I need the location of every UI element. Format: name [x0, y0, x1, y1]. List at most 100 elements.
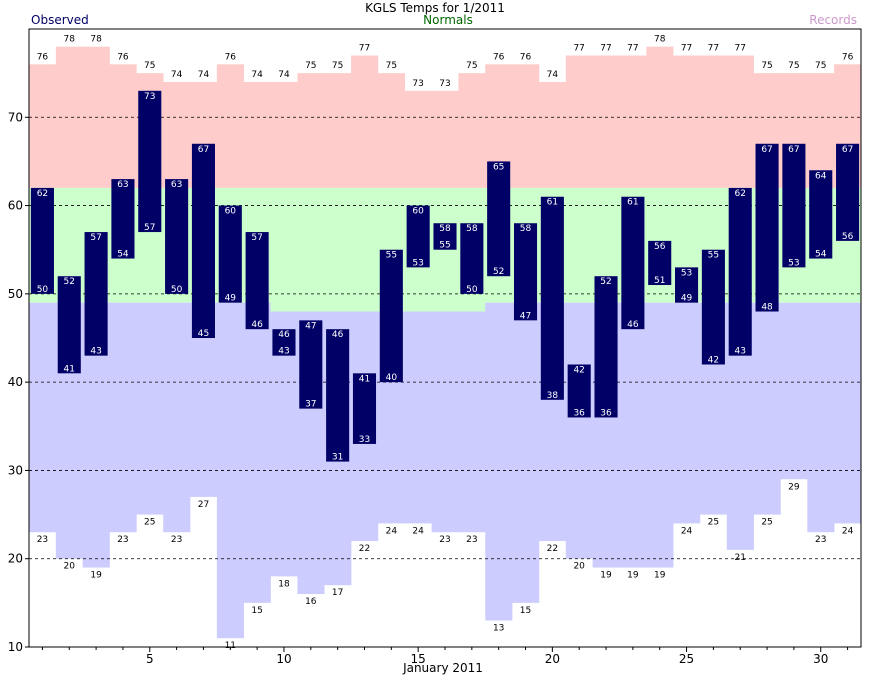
legend-records: Records — [809, 13, 857, 27]
observed-low-label-day-17: 50 — [466, 285, 478, 295]
observed-low-label-day-2: 41 — [64, 364, 75, 374]
observed-bar-day-6 — [165, 179, 189, 294]
normal-band-day-13 — [351, 187, 379, 312]
record-low-label-day-16: 23 — [439, 535, 450, 545]
record-high-band-day-17 — [458, 73, 486, 188]
record-low-band-day-30 — [807, 302, 835, 533]
observed-high-label-day-8: 60 — [225, 207, 237, 217]
record-high-label-day-19: 76 — [520, 52, 532, 62]
observed-low-label-day-5: 57 — [144, 223, 155, 233]
observed-bar-day-7 — [191, 143, 215, 338]
observed-low-label-day-3: 43 — [90, 347, 101, 357]
observed-bar-day-22 — [594, 276, 618, 418]
record-low-label-day-1: 23 — [37, 535, 48, 545]
y-tick-label-40: 40 — [8, 375, 23, 389]
x-tick-label-10: 10 — [276, 652, 291, 666]
observed-bar-day-25 — [675, 267, 699, 303]
record-low-label-day-17: 23 — [466, 535, 477, 545]
observed-bar-day-2 — [57, 276, 81, 374]
observed-bar-day-21 — [567, 364, 591, 418]
record-low-label-day-25: 24 — [681, 526, 693, 536]
observed-bar-day-24 — [648, 240, 672, 286]
observed-high-label-day-3: 57 — [90, 233, 101, 243]
record-low-band-day-31 — [834, 302, 862, 524]
record-low-label-day-31: 24 — [842, 526, 854, 536]
observed-low-label-day-13: 33 — [359, 435, 370, 445]
observed-low-label-day-27: 43 — [734, 347, 745, 357]
observed-low-label-day-4: 54 — [117, 250, 129, 260]
observed-high-label-day-24: 56 — [654, 242, 666, 252]
observed-high-label-day-11: 47 — [305, 321, 316, 331]
data-labels: 76 23 78 20 78 19 76 23 75 25 74 23 74 27 76 11 74 15 74 18… — [37, 35, 854, 652]
record-low-band-day-21 — [565, 302, 593, 559]
record-low-label-day-8: 11 — [225, 641, 236, 651]
record-low-band-day-25 — [673, 302, 701, 524]
record-high-label-day-8: 76 — [225, 52, 237, 62]
observed-low-label-day-9: 46 — [251, 320, 263, 330]
observed-bar-day-27 — [728, 187, 752, 356]
observed-bar-day-19 — [513, 223, 538, 321]
record-low-band-day-28 — [753, 302, 781, 515]
observed-bar-day-18 — [487, 161, 511, 277]
chart-title: KGLS Temps for 1/2011 — [365, 1, 505, 15]
observed-low-label-day-11: 37 — [305, 400, 316, 410]
observed-high-label-day-7: 67 — [198, 145, 209, 155]
observed-bar-day-1 — [30, 187, 54, 294]
observed-low-label-day-24: 51 — [654, 276, 665, 286]
observed-high-label-day-10: 46 — [278, 330, 290, 340]
x-tick-label-30: 30 — [813, 652, 828, 666]
observed-low-label-day-31: 56 — [842, 232, 854, 242]
observed-low-label-day-26: 42 — [708, 355, 719, 365]
observed-bar-day-13 — [352, 373, 377, 444]
record-high-band-day-13 — [351, 55, 379, 188]
normal-band-day-11 — [297, 187, 325, 312]
axis-ticks: 10 20 30 40 50 60 70 5 10 15 20 25 30 — [8, 110, 849, 666]
record-high-label-day-20: 74 — [547, 70, 559, 80]
record-low-label-day-15: 24 — [412, 526, 424, 536]
record-high-label-day-13: 77 — [359, 43, 370, 53]
record-low-label-day-2: 20 — [64, 562, 76, 572]
observed-high-label-day-30: 64 — [815, 171, 827, 181]
record-high-band-day-11 — [297, 73, 325, 188]
record-low-label-day-7: 27 — [198, 500, 209, 510]
record-low-label-day-14: 24 — [386, 526, 398, 536]
record-high-label-day-10: 74 — [278, 70, 290, 80]
record-low-label-day-24: 19 — [654, 571, 666, 581]
record-high-band-day-1 — [29, 64, 57, 188]
record-high-band-day-23 — [619, 55, 647, 188]
record-high-label-day-15: 73 — [412, 79, 423, 89]
legend-normals: Normals — [423, 13, 473, 27]
y-tick-label-70: 70 — [8, 110, 23, 124]
record-high-label-day-21: 77 — [573, 43, 584, 53]
record-high-band-day-9 — [243, 81, 271, 188]
x-tick-label-5: 5 — [146, 652, 154, 666]
record-low-label-day-3: 19 — [90, 571, 102, 581]
x-tick-label-20: 20 — [545, 652, 560, 666]
observed-low-label-day-1: 50 — [37, 285, 49, 295]
record-low-label-day-5: 25 — [144, 518, 155, 528]
record-low-band-day-15 — [404, 311, 432, 524]
record-low-band-day-24 — [646, 302, 674, 568]
x-axis-label: January 2011 — [402, 661, 483, 675]
observed-low-label-day-21: 36 — [573, 408, 585, 418]
observed-low-label-day-12: 31 — [332, 453, 343, 463]
record-high-band-day-8 — [216, 64, 245, 188]
y-tick-label-10: 10 — [8, 640, 23, 654]
record-low-label-day-27: 21 — [734, 553, 745, 563]
observed-high-label-day-6: 63 — [171, 180, 182, 190]
observed-bars — [30, 90, 860, 462]
record-high-label-day-6: 74 — [171, 70, 183, 80]
observed-high-label-day-14: 55 — [386, 251, 397, 261]
record-high-label-day-23: 77 — [627, 43, 638, 53]
record-low-label-day-10: 18 — [278, 579, 290, 589]
record-high-label-day-25: 77 — [681, 43, 692, 53]
observed-low-label-day-29: 53 — [788, 258, 799, 268]
observed-high-label-day-12: 46 — [332, 330, 344, 340]
observed-low-label-day-22: 36 — [600, 408, 612, 418]
record-high-band-day-19 — [512, 64, 540, 188]
y-tick-label-20: 20 — [8, 552, 23, 566]
observed-low-label-day-23: 46 — [627, 320, 639, 330]
record-low-band-day-4 — [109, 302, 137, 533]
observed-bar-day-8 — [218, 205, 242, 303]
normal-band-day-21 — [565, 187, 593, 303]
